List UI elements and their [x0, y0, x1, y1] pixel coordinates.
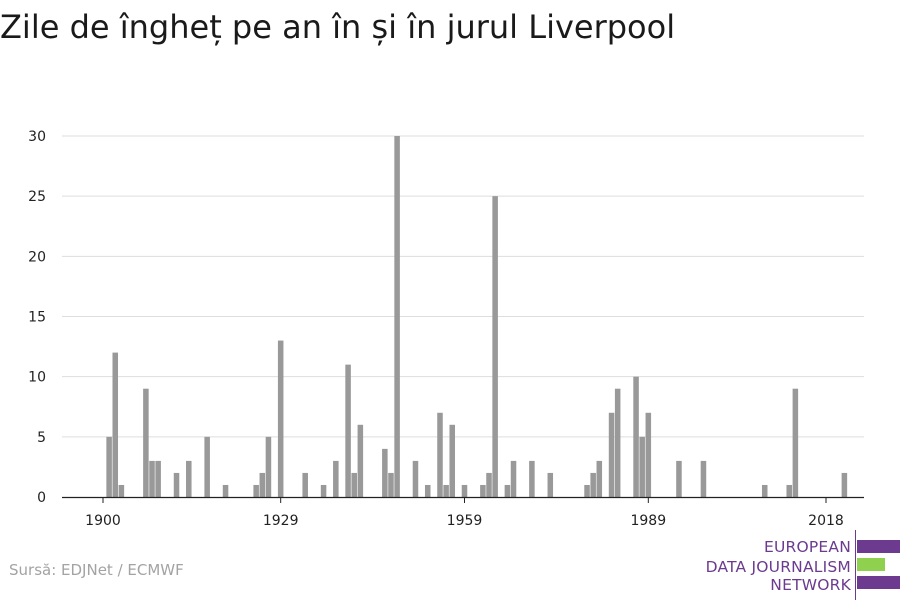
bar-2008	[761, 484, 768, 497]
bar-1920	[222, 484, 229, 497]
gridlines	[62, 135, 864, 438]
source-note: Sursă: EDJNet / ECMWF	[9, 561, 184, 579]
bars	[106, 136, 848, 498]
bar-1994	[676, 460, 682, 497]
bar-1908	[149, 460, 155, 497]
bar-1917	[204, 436, 210, 497]
y-tick-label: 25	[28, 189, 46, 205]
bar-1980	[590, 472, 596, 497]
y-tick-label: 10	[28, 370, 46, 386]
bar-1942	[357, 424, 364, 497]
x-tick-label: 1900	[85, 513, 121, 529]
bar-1914	[186, 460, 192, 497]
frost-days-bar-chart: 0 5 10 15 20 25 30 1900 1929 1959 1989 2018	[28, 129, 864, 529]
y-tick-label: 0	[37, 490, 46, 506]
bar-1903	[118, 484, 125, 497]
bar-1940	[345, 364, 351, 497]
logo-divider	[855, 530, 856, 600]
x-tick-label: 2018	[808, 513, 844, 529]
bar-1901	[106, 436, 112, 497]
x-tick-label: 1929	[263, 513, 299, 529]
bar-1947	[388, 472, 394, 497]
bar-1951	[412, 460, 419, 497]
logo-text-line-3: NETWORK	[770, 576, 851, 594]
bar-2021	[841, 472, 848, 497]
logo-bar-middle	[857, 558, 885, 571]
bar-1998	[700, 460, 707, 497]
bar-1987	[633, 376, 639, 497]
bar-1955	[437, 412, 443, 497]
bar-1925	[253, 484, 259, 497]
logo-text-line-1: EUROPEAN	[763, 538, 851, 556]
bar-1938	[333, 460, 339, 497]
logo-bar-top	[857, 540, 900, 553]
bar-1946	[382, 448, 388, 497]
bar-1936	[320, 484, 327, 497]
bar-2012	[786, 484, 792, 497]
bar-1989	[645, 412, 652, 497]
bar-1966	[504, 484, 511, 497]
y-tick-label: 30	[28, 129, 46, 145]
bar-1963	[486, 472, 492, 497]
bar-1933	[302, 472, 308, 497]
bar-1970	[529, 460, 535, 497]
chart-title: Zile de îngheț pe an în și în jurul Live…	[0, 8, 676, 46]
bar-1926	[259, 472, 266, 497]
bar-1957	[449, 424, 456, 497]
logo-text-line-2: DATA JOURNALISM	[705, 558, 851, 576]
bar-1962	[480, 484, 486, 497]
x-axis-ticks: 1900 1929 1959 1989 2018	[85, 497, 844, 529]
bar-1967	[510, 460, 517, 497]
bar-1956	[443, 484, 449, 497]
bar-1948	[394, 136, 400, 497]
y-tick-label: 15	[28, 310, 46, 326]
x-tick-label: 1989	[630, 513, 666, 529]
bar-1907	[143, 388, 149, 497]
bar-1979	[584, 484, 590, 497]
bar-1929	[277, 340, 284, 497]
edjnet-logo[interactable]: EUROPEAN DATA JOURNALISM NETWORK	[700, 530, 900, 600]
bar-1941	[351, 472, 357, 497]
y-tick-label: 5	[37, 430, 46, 446]
bar-1927	[265, 436, 272, 497]
bar-1959	[461, 484, 468, 497]
bar-2013	[792, 388, 799, 497]
bar-1902	[112, 352, 119, 497]
bar-1988	[639, 436, 645, 497]
bar-1964	[492, 196, 498, 498]
bar-1909	[155, 460, 161, 497]
logo-bar-bottom	[857, 576, 900, 589]
bar-1983	[608, 412, 615, 497]
bar-1984	[614, 388, 621, 497]
y-axis-ticks: 0 5 10 15 20 25 30	[28, 129, 46, 506]
y-tick-label: 20	[28, 249, 46, 265]
bar-1981	[596, 460, 603, 497]
bar-1953	[424, 484, 431, 497]
bar-1912	[173, 472, 180, 497]
bar-1973	[547, 472, 554, 497]
x-tick-label: 1959	[447, 513, 483, 529]
